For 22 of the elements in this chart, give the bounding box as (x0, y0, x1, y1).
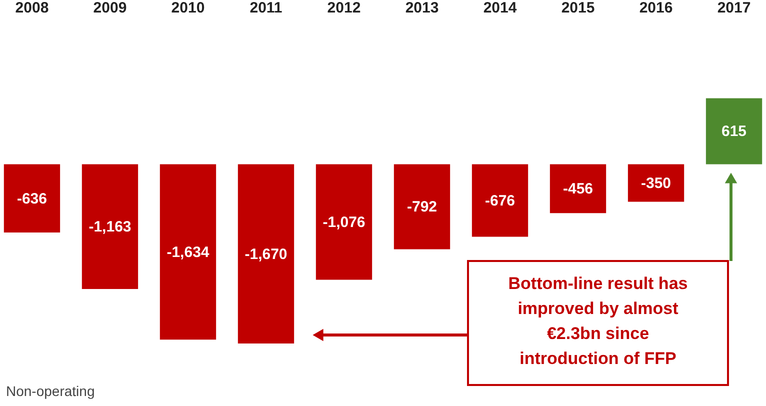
text: Non-operating (6, 383, 95, 399)
data-label: -636 (16, 190, 47, 208)
data-label: -456 (562, 180, 594, 198)
x-tick-label: 2017 (717, 0, 751, 16)
x-tick-label: 2011 (250, 0, 282, 16)
x-tick-label: 2013 (405, 0, 439, 16)
x-tick-label: 2010 (171, 0, 205, 16)
x-tick-label: 2014 (483, 0, 518, 16)
annotation: Bottom-line result has improved by almost €2.3bn since introduction of FFP (508, 274, 688, 368)
data-label: -792 (406, 198, 438, 216)
x-tick-label: 2012 (327, 0, 361, 16)
data-label: -1,076 (322, 214, 366, 231)
data-label: -1,163 (88, 218, 132, 236)
data-label: -1,634 (166, 244, 210, 261)
data-label: -1,670 (244, 246, 288, 263)
data-label: -350 (641, 175, 672, 192)
data-label: -676 (484, 192, 516, 210)
x-tick-label: 2015 (561, 0, 595, 16)
data-label: 615 (722, 123, 747, 140)
x-tick-label: 2008 (15, 0, 49, 16)
x-tick-label: 2016 (639, 0, 673, 16)
x-tick-label: 2009 (93, 0, 127, 16)
